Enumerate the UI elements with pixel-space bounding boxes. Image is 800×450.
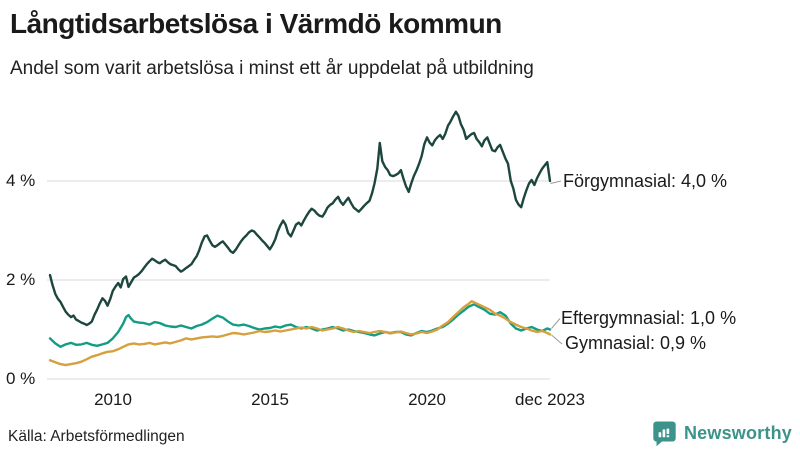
series-line-gymnasial (48, 300, 552, 367)
series-line-eftergymnasial (48, 303, 552, 348)
x-tick-2015: 2015 (251, 390, 289, 409)
series-label-forgymnasial: Förgymnasial: 4,0 % (563, 171, 728, 191)
y-tick-4: 4 % (6, 171, 36, 190)
y-tick-2: 2 % (6, 270, 36, 289)
series-label-eftergymnasial: Eftergymnasial: 1,0 % (561, 308, 737, 328)
brand-lockup: Newsworthy (652, 418, 792, 448)
series-line-förgymnasial (48, 110, 552, 327)
y-tick-0: 0 % (6, 369, 36, 388)
x-tick-2020: 2020 (408, 390, 446, 409)
x-tick-dec-2023: dec 2023 (515, 390, 585, 409)
page-title: Långtidsarbetslösa i Värmdö kommun (10, 8, 502, 39)
series-label-gymnasial: Gymnasial: 0,9 % (565, 333, 707, 353)
gridlines (47, 180, 550, 380)
source-note: Källa: Arbetsförmedlingen (8, 428, 185, 445)
page-subtitle: Andel som varit arbetslösa i minst ett å… (10, 58, 534, 79)
series-lines (48, 110, 552, 367)
newsworthy-logo-icon (653, 421, 676, 446)
brand-name: Newsworthy (683, 422, 792, 443)
x-tick-2010: 2010 (94, 390, 132, 409)
label-leader-lines (550, 180, 563, 345)
